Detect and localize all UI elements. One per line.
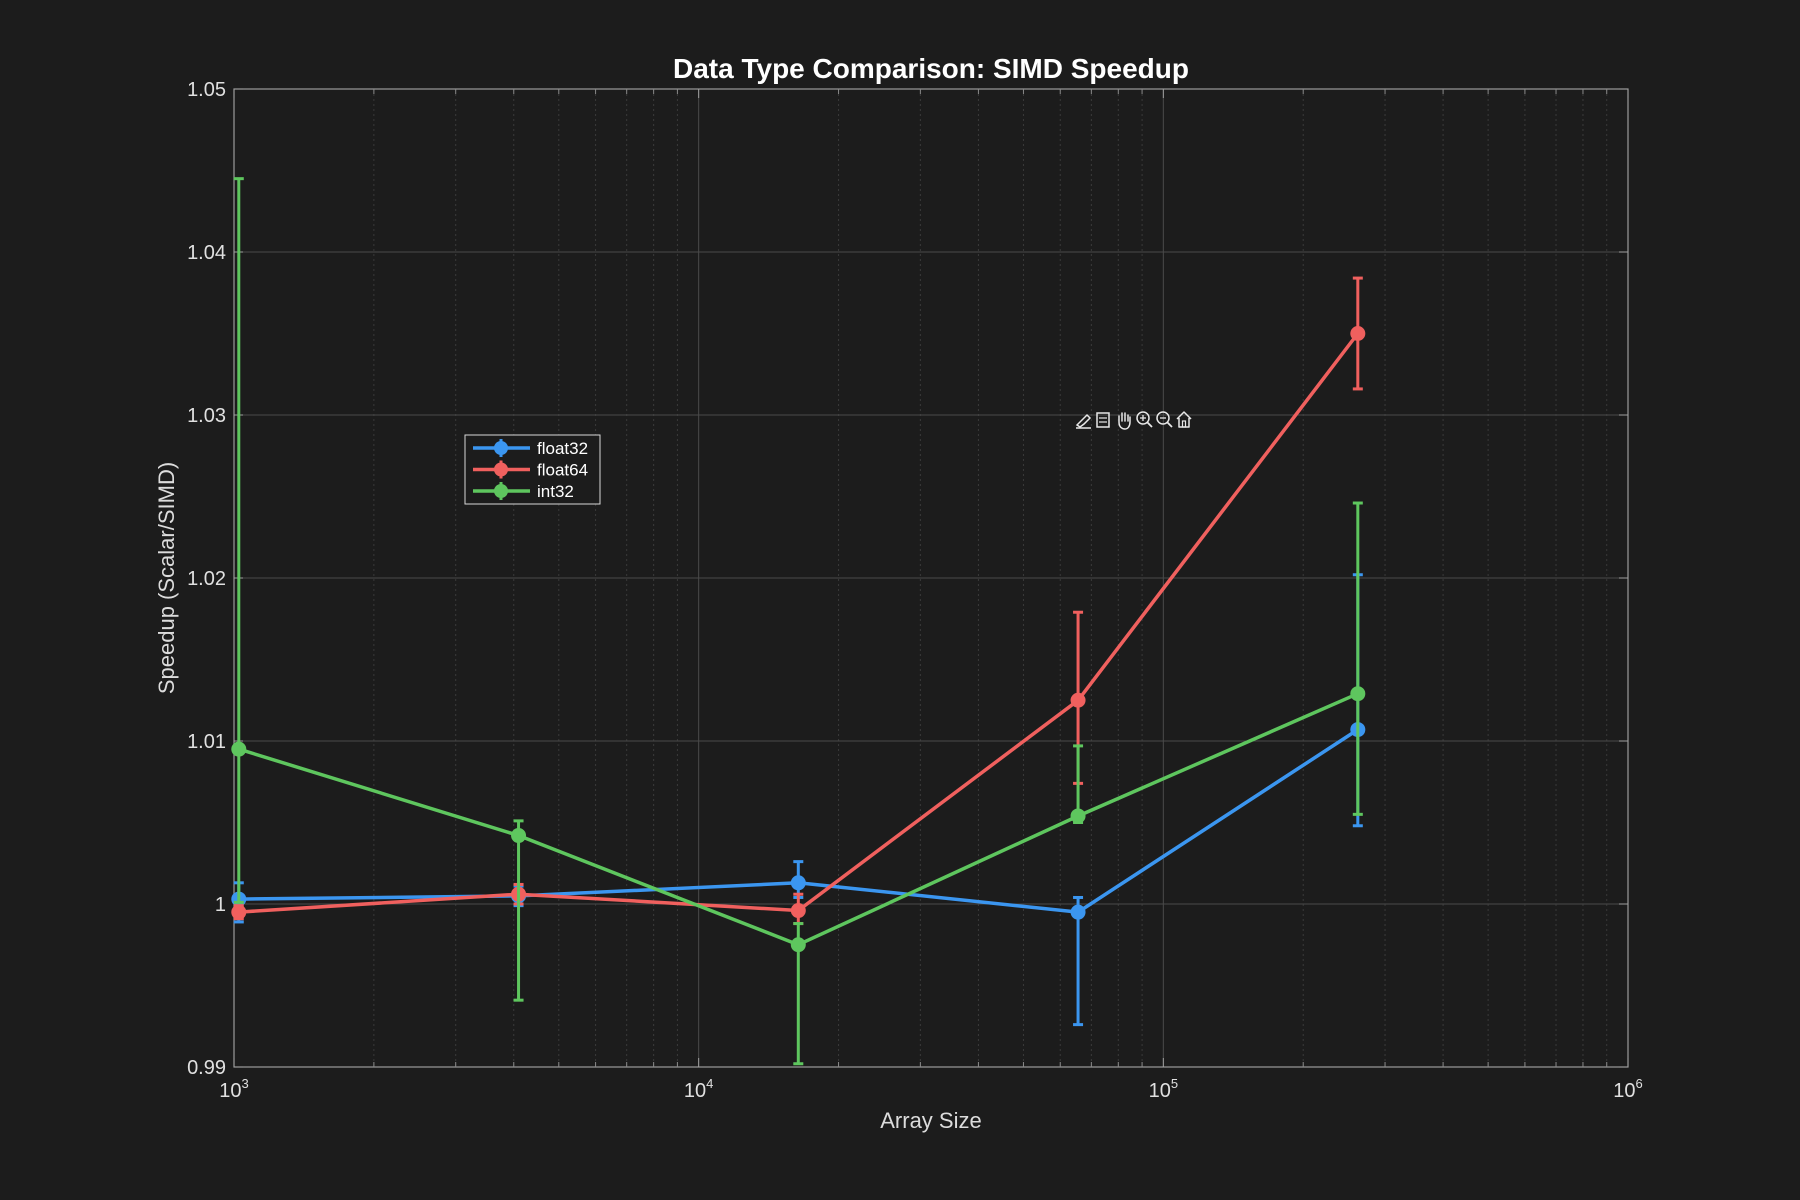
legend-label: float32 xyxy=(537,439,588,458)
x-tick-label: 104 xyxy=(684,1076,713,1102)
legend-entry-int32: int32 xyxy=(473,482,574,501)
legend[interactable]: float32 float64 int32 xyxy=(464,434,601,505)
series-int32 xyxy=(231,177,1366,1066)
axis-ticks xyxy=(233,88,1629,1068)
data-point xyxy=(790,875,806,891)
export-icon[interactable] xyxy=(1075,413,1092,429)
data-point xyxy=(511,828,527,844)
data-point xyxy=(231,904,247,920)
x-tick-label: 105 xyxy=(1149,1076,1178,1102)
legend-label: int32 xyxy=(537,482,574,501)
legend-label: float64 xyxy=(537,461,588,480)
legend-entry-float64: float64 xyxy=(473,460,588,480)
zoom-in-icon[interactable] xyxy=(1136,411,1153,428)
y-tick-label: 0.99 xyxy=(187,1057,226,1079)
data-tips-icon[interactable] xyxy=(1096,412,1110,428)
data-point xyxy=(231,741,247,757)
x-axis-label: Array Size xyxy=(880,1108,981,1133)
data-point xyxy=(1350,686,1366,702)
legend-marker xyxy=(494,462,508,477)
y-tick-label: 1.05 xyxy=(187,79,226,101)
series-layer xyxy=(231,177,1366,1066)
home-icon[interactable] xyxy=(1176,411,1192,428)
x-tick-label: 103 xyxy=(219,1076,248,1102)
chart-title: Data Type Comparison: SIMD Speedup xyxy=(673,53,1189,84)
data-point xyxy=(1070,808,1086,824)
y-tick-label: 1 xyxy=(215,894,226,916)
data-point xyxy=(790,903,806,919)
y-tick-label: 1.03 xyxy=(187,405,226,427)
legend-marker xyxy=(494,484,508,498)
y-tick-labels: 0.99 1 1.01 1.02 1.03 1.04 1.05 xyxy=(187,79,226,1079)
pan-icon[interactable] xyxy=(1118,412,1131,430)
data-point xyxy=(790,937,806,953)
legend-entry-float32: float32 xyxy=(473,439,588,458)
y-tick-label: 1.01 xyxy=(187,731,226,753)
x-tick-labels: 103 104 105 106 xyxy=(219,1076,1642,1102)
y-tick-label: 1.04 xyxy=(187,242,226,264)
x-tick-label: 106 xyxy=(1613,1076,1642,1102)
legend-marker xyxy=(494,441,508,455)
axes-toolbar xyxy=(1075,411,1192,430)
y-axis-label: Speedup (Scalar/SIMD) xyxy=(154,462,179,694)
data-point xyxy=(1070,692,1086,708)
y-tick-label: 1.02 xyxy=(187,568,226,590)
data-point xyxy=(1350,326,1366,341)
data-point xyxy=(1070,904,1086,920)
zoom-out-icon[interactable] xyxy=(1156,411,1173,428)
